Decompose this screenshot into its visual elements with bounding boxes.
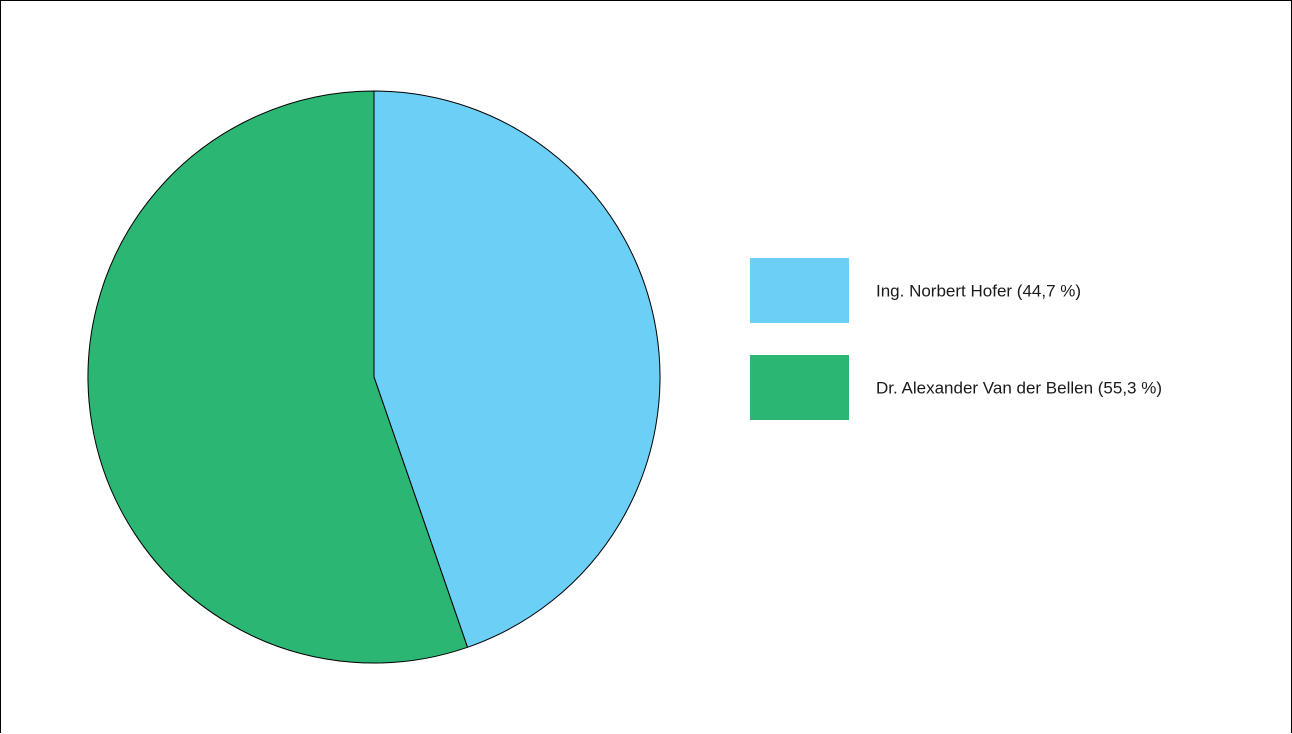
legend-label-1: Dr. Alexander Van der Bellen (55,3 %)	[876, 379, 1162, 398]
legend-swatch-1	[750, 355, 849, 420]
legend-label-0: Ing. Norbert Hofer (44,7 %)	[876, 282, 1081, 301]
pie-slices	[87, 90, 661, 664]
legend-swatch-0	[750, 258, 849, 323]
pie-slice-0	[373, 90, 661, 648]
legend: Ing. Norbert Hofer (44,7 %) Dr. Alexander…	[750, 258, 1162, 420]
pie-slice-1	[87, 90, 468, 664]
